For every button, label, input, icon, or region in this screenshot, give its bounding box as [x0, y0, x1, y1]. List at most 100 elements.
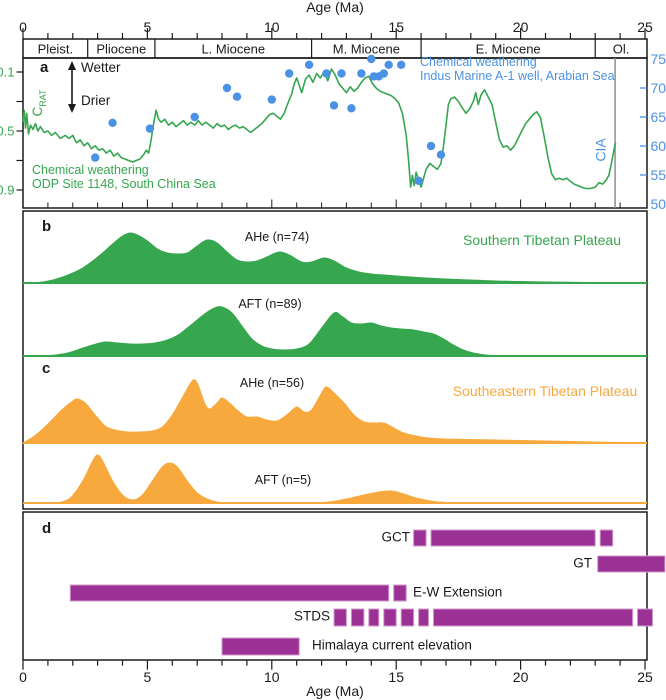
cia-scatter-point	[379, 69, 388, 78]
cia-tick-label: 50	[651, 196, 666, 212]
cia-tick-label: 70	[651, 80, 666, 96]
interval-bar	[350, 608, 365, 627]
panel-bc-frame	[22, 210, 648, 510]
interval-bar	[400, 608, 415, 627]
cia-scatter-point	[267, 95, 276, 104]
himalaya-label: Himalaya current elevation	[312, 637, 472, 653]
blue-legend-line2: Indus Marine A-1 well, Arabian Sea	[420, 69, 615, 83]
cia-scatter-point	[347, 104, 356, 113]
b-region-label: Southern Tibetan Plateau	[462, 232, 622, 248]
cia-scatter-point	[304, 60, 314, 69]
panel-d-letter: d	[42, 520, 52, 537]
bottom-axis-tick-label: 10	[264, 669, 280, 685]
bottom-axis-title: Age (Ma)	[306, 683, 364, 699]
crat-tick-label: 0.5	[0, 124, 15, 139]
wetter-label: Wetter	[81, 60, 121, 75]
cia-scatter-point	[397, 60, 406, 69]
density-ahe-south	[30, 232, 646, 284]
gt-label: GT	[573, 555, 592, 571]
interval-bar	[597, 555, 666, 573]
top-axis-tick-label: 25	[637, 19, 653, 35]
interval-bar	[333, 608, 347, 627]
interval-bar	[637, 608, 653, 627]
cia-scatter-point	[222, 83, 232, 93]
cia-axis-label: CIA	[592, 138, 609, 162]
arrow-down-head	[68, 104, 76, 113]
interval-bar	[413, 529, 427, 547]
top-axis-tick-label: 20	[513, 19, 529, 35]
panel-a-letter: a	[40, 59, 49, 76]
panel-a-frame	[22, 57, 648, 209]
b-aft-label: AFT (n=89)	[238, 297, 302, 311]
crat-tick-label: 0.1	[0, 65, 15, 80]
cia-scatter-point	[436, 150, 446, 159]
crat-curve	[22, 68, 617, 190]
epoch-label: E. Miocene	[476, 42, 541, 57]
cia-scatter-point	[91, 153, 100, 162]
blue-legend-line1: Chemical weathering	[420, 55, 537, 69]
c-ahe-label: AHe (n=56)	[239, 376, 305, 390]
crat-tick-label: 0.9	[0, 183, 15, 198]
epoch-label: Pliocene	[96, 42, 146, 57]
interval-bar	[599, 529, 614, 547]
drier-label: Drier	[81, 93, 111, 108]
panel-c-letter: c	[42, 360, 51, 377]
top-axis-tick-label: 5	[144, 19, 152, 35]
cia-scatter-point	[426, 141, 436, 151]
cia-scatter-point	[322, 69, 331, 78]
top-axis-title: Age (Ma)	[306, 0, 364, 15]
top-axis-tick-label: 10	[264, 19, 280, 35]
interval-bar	[393, 584, 407, 602]
gct-label: GCT	[381, 529, 411, 545]
epoch-label: M. Miocene	[333, 42, 400, 57]
cia-scatter-point	[285, 69, 294, 78]
top-axis-tick-label: 15	[388, 19, 404, 35]
bottom-axis-tick-label: 15	[388, 669, 404, 685]
bottom-axis-tick-label: 5	[144, 669, 152, 685]
interval-bar	[368, 608, 380, 627]
arrow-up-head	[68, 61, 76, 70]
green-legend-line1: Chemical weathering	[32, 163, 149, 177]
cia-scatter-point	[108, 118, 117, 128]
epoch-label: L. Miocene	[201, 42, 265, 57]
epoch-label: Ol.	[613, 42, 630, 57]
cia-scatter-point	[357, 69, 366, 78]
bottom-axis-tick-label: 25	[637, 669, 653, 685]
green-legend-line2: ODP Site 1148, South China Sea	[32, 177, 216, 191]
density-ahe-southeast	[21, 379, 646, 444]
interval-bar	[69, 584, 390, 602]
cia-scatter-point	[384, 60, 393, 69]
bottom-axis-tick-label: 0	[19, 669, 27, 685]
cia-scatter-point	[367, 54, 376, 64]
interval-bar	[430, 529, 596, 547]
interval-bar	[418, 608, 430, 627]
panel-d-frame	[22, 511, 648, 661]
cia-scatter-point	[337, 69, 346, 78]
density-aft-south	[42, 306, 501, 357]
cia-scatter-point	[190, 112, 199, 122]
stds-label: STDS	[293, 608, 330, 624]
density-aft-southeast	[57, 454, 461, 504]
ew-extension-label: E-W Extension	[413, 584, 503, 600]
cia-scatter-point	[145, 124, 155, 133]
c-region-label: Southeastern Tibetan Plateau	[452, 383, 638, 399]
c-aft-label: AFT (n=5)	[254, 473, 312, 487]
cia-tick-label: 65	[651, 109, 666, 125]
b-ahe-label: AHe (n=74)	[244, 230, 310, 244]
top-axis-tick-label: 0	[19, 19, 27, 35]
bottom-axis-tick-label: 20	[513, 669, 529, 685]
crat-axis-label: CRAT	[30, 89, 48, 117]
cia-scatter-point	[329, 101, 339, 110]
cia-tick-label: 75	[651, 51, 666, 67]
interval-bar	[433, 608, 634, 627]
interval-bar	[383, 608, 397, 627]
cia-tick-label: 55	[651, 167, 666, 183]
epoch-label: Pleist.	[38, 42, 73, 57]
panel-b-letter: b	[42, 218, 52, 235]
cia-scatter-point	[414, 176, 423, 185]
interval-bar	[221, 637, 300, 656]
cia-tick-label: 60	[651, 138, 666, 154]
cia-scatter-point	[232, 92, 242, 101]
